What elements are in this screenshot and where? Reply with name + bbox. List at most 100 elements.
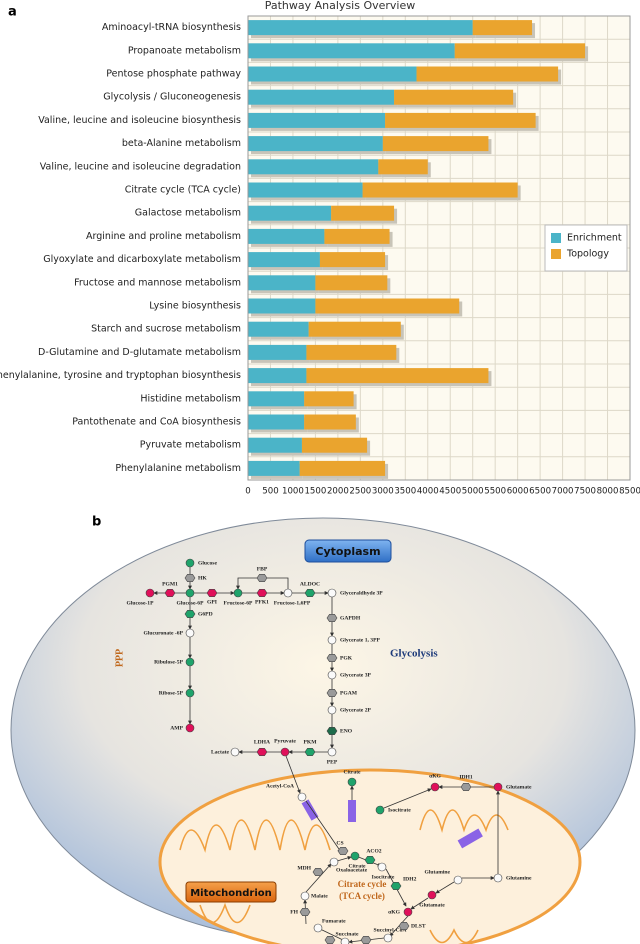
bar	[248, 182, 363, 198]
bar	[248, 159, 379, 175]
bar	[304, 414, 356, 430]
metabolite-label: Acetyl-CoA	[266, 783, 294, 789]
enzyme-node	[184, 573, 196, 583]
bar	[454, 43, 586, 59]
metabolite-label: Lactate	[211, 749, 230, 755]
enzyme-node	[304, 588, 316, 598]
bar	[315, 275, 388, 291]
bar	[306, 344, 397, 360]
pathway-diagram: Cytoplasm Mitochondrion PPP Glycolysis C…	[10, 517, 636, 944]
metabolite-label: Malate	[311, 893, 328, 899]
metabolite-label: αKG	[388, 909, 400, 915]
metabolite-label: Fumarate	[322, 918, 346, 924]
enzyme-node	[184, 609, 196, 619]
bar	[248, 205, 332, 221]
metabolite-node	[375, 805, 385, 815]
metabolite-label: Glycerate 1, 3PP	[340, 637, 380, 643]
enzyme-node	[364, 855, 376, 865]
metabolite-node	[233, 588, 243, 598]
x-tick-label: 5000	[462, 487, 484, 497]
bar	[248, 321, 309, 337]
bar	[306, 368, 489, 384]
y-tick-label: Lysine biosynthesis	[149, 301, 241, 312]
enzyme-node	[206, 588, 218, 598]
x-tick-label: 3000	[372, 487, 394, 497]
metabolite-node	[347, 777, 357, 787]
metabolite-label: αKG	[429, 773, 441, 779]
chart-title: Pathway Analysis Overview	[265, 0, 416, 12]
enzyme-node	[304, 747, 316, 757]
bar	[301, 437, 368, 453]
legend-label: Topology	[566, 249, 609, 260]
enzyme-node	[326, 653, 338, 663]
x-tick-label: 500	[262, 487, 278, 497]
metabolite-label: PEP	[327, 759, 338, 765]
arrow	[336, 855, 352, 862]
bar	[382, 136, 489, 152]
bar	[248, 252, 320, 268]
bar-chart: 0 500 1000 1500 2000 2500 3000 3500 4000 4500 5000…	[0, 15, 640, 497]
bar	[248, 344, 307, 360]
metabolite-node	[403, 907, 413, 917]
enzyme-label: PGK	[340, 655, 353, 661]
arrow	[383, 788, 432, 809]
enzyme-label: HK	[198, 575, 207, 581]
metabolite-label: Oxaloacetate	[336, 867, 368, 873]
transporter	[301, 799, 319, 821]
y-tick-label: Glycolysis / Gluconeogenesis	[103, 92, 241, 103]
metabolite-node	[329, 857, 339, 867]
legend-swatch	[551, 249, 561, 259]
enzyme-label: ALDOC	[300, 581, 320, 587]
bar	[248, 89, 395, 105]
metabolite-node	[313, 923, 323, 933]
metabolite-label: Glucose-1P	[126, 600, 154, 606]
metabolite-node	[427, 890, 437, 900]
enzyme-label: LDHA	[254, 739, 270, 745]
enzyme-label: ENO	[340, 728, 353, 734]
metabolite-node	[327, 670, 337, 680]
enzyme-node	[299, 907, 311, 917]
metabolite-label: Pyruvate	[274, 738, 296, 744]
enzyme-node	[256, 588, 268, 598]
bar	[248, 460, 300, 476]
x-tick-label: 6500	[529, 487, 551, 497]
legend-label: Enrichment	[567, 233, 622, 244]
pathway-label: Glycolysis	[390, 648, 438, 660]
enzyme-label: MDH	[297, 865, 311, 871]
enzyme-node	[256, 747, 268, 757]
metabolite-node	[493, 873, 503, 883]
metabolite-node	[327, 705, 337, 715]
x-tick-label: 8500	[619, 487, 640, 497]
metabolite-node	[300, 891, 310, 901]
metabolite-label: Glutamine	[425, 869, 451, 875]
bar	[394, 89, 514, 105]
metabolite-label: Citrate	[343, 769, 361, 775]
bar	[385, 112, 536, 128]
enzyme-label: PGAM	[340, 690, 358, 696]
enzyme-node	[164, 588, 176, 598]
metabolite-label: Isocitrate	[372, 874, 395, 880]
metabolite-label: Glycerate 2P	[340, 707, 371, 713]
x-tick-label: 1000	[282, 487, 304, 497]
bar	[248, 43, 455, 59]
enzyme-node	[398, 921, 410, 931]
metabolite-label: Isocitrate	[388, 807, 411, 813]
bar	[362, 182, 518, 198]
arrow	[410, 897, 429, 910]
bar	[319, 252, 386, 268]
metabolite-label: Glucose-6P	[176, 600, 204, 606]
y-tick-label: Valine, leucine and isoleucine biosynthe…	[38, 115, 241, 126]
metabolite-label: Citrate	[348, 863, 366, 869]
metabolite-label: Glucuronate -6P	[143, 630, 183, 636]
metabolite-label: Succinyl-CoA	[374, 927, 407, 933]
pathway-label: (TCA cycle)	[339, 891, 385, 901]
enzyme-label: DLST	[411, 923, 426, 929]
x-tick-label: 7500	[574, 487, 596, 497]
enzyme-label: ACO2	[366, 848, 381, 854]
compartment-box	[185, 881, 277, 903]
plot-border	[247, 15, 631, 481]
enzyme-label: CS	[336, 840, 343, 846]
bar	[248, 66, 417, 82]
enzyme-node	[324, 935, 336, 944]
